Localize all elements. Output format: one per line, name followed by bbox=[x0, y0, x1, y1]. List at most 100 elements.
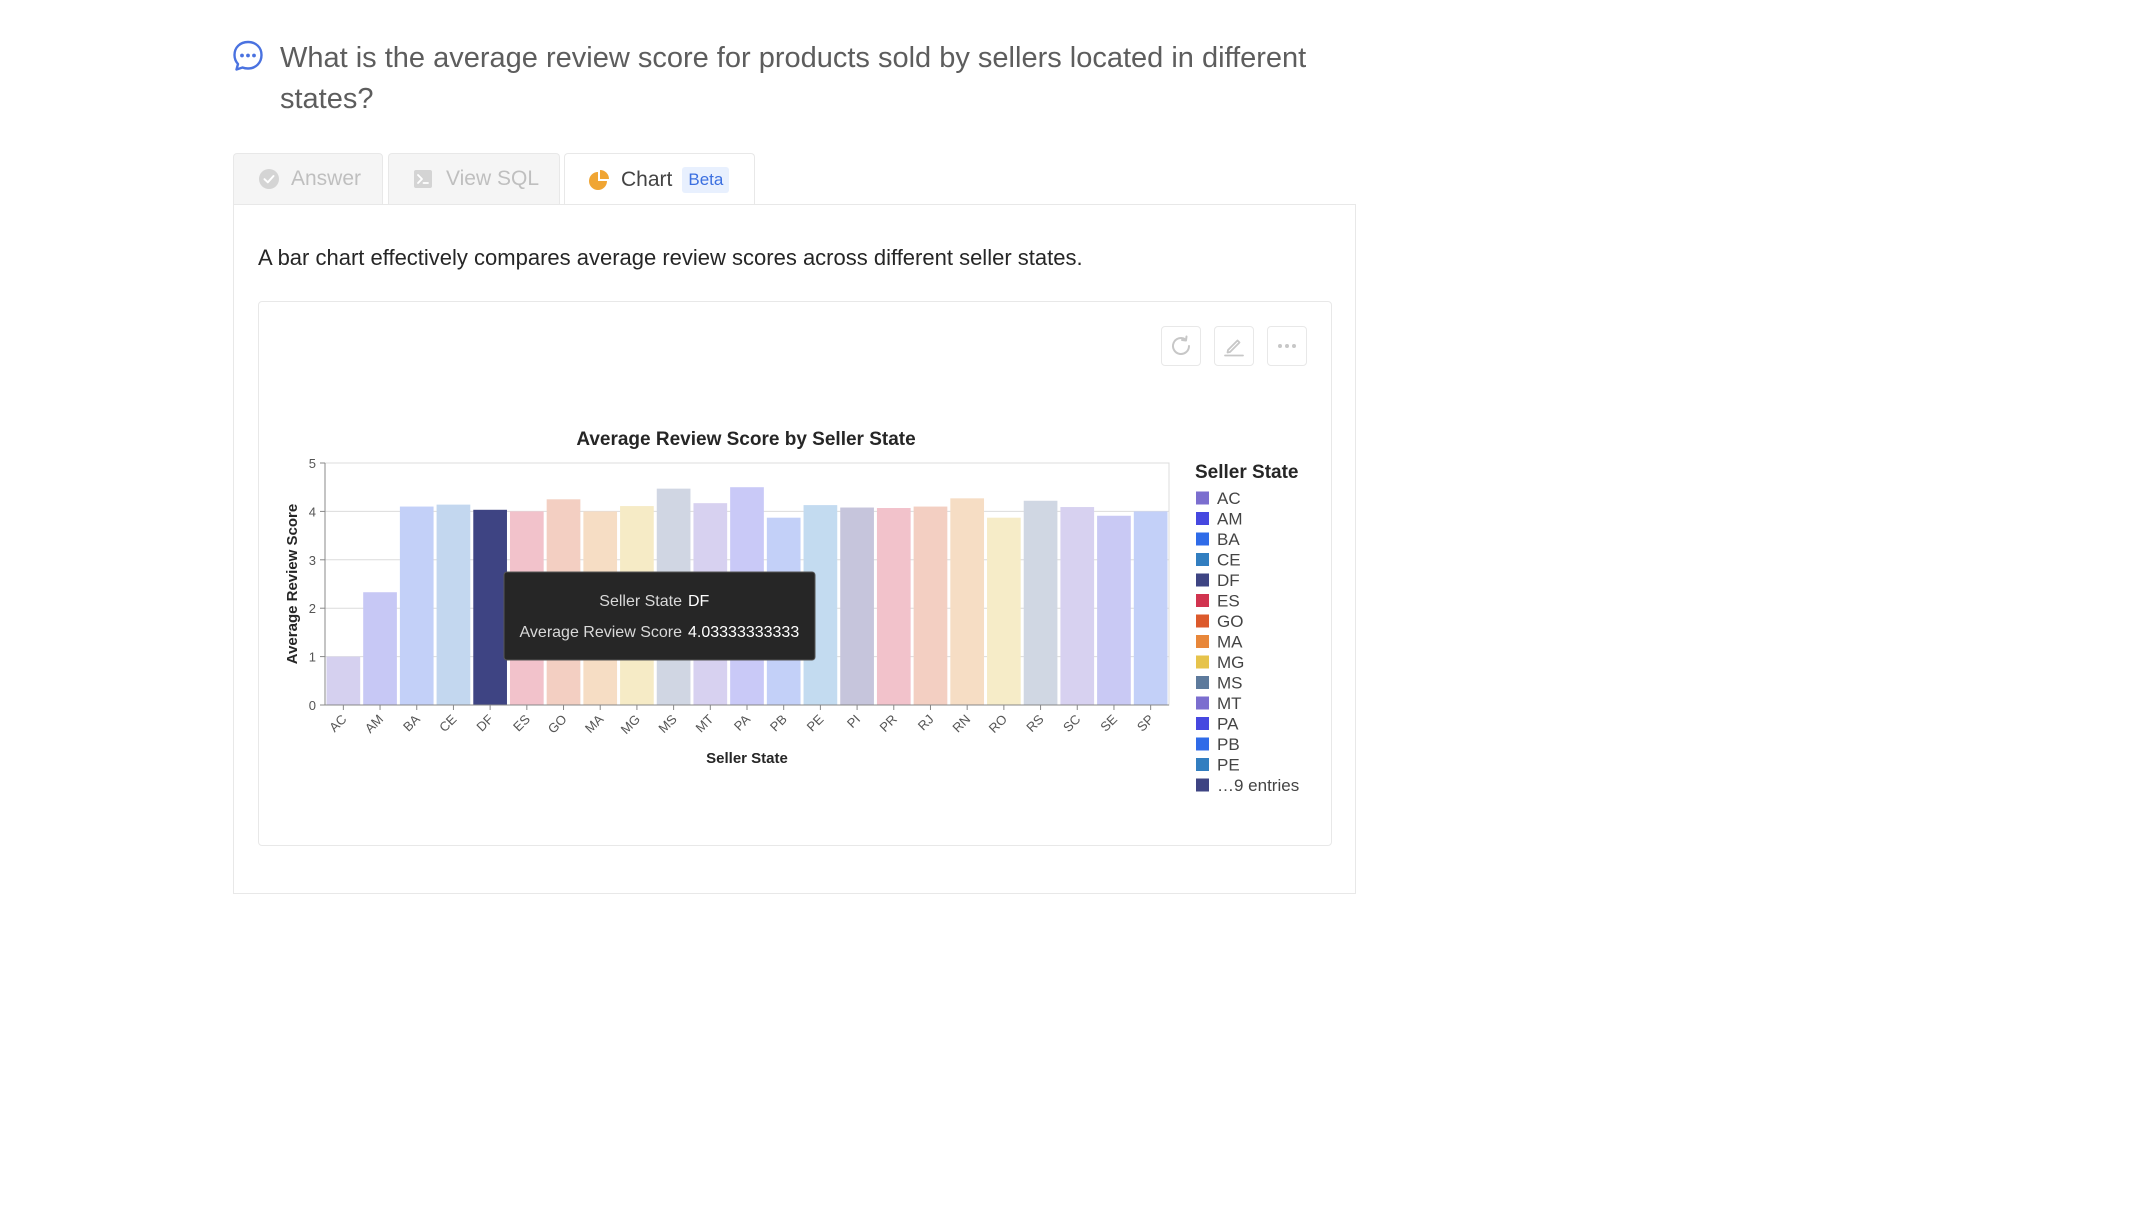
legend-swatch bbox=[1196, 594, 1209, 607]
x-tick-label: SE bbox=[1097, 711, 1120, 734]
bar-pi bbox=[840, 507, 874, 705]
chat-icon bbox=[233, 40, 263, 71]
legend-label: AM bbox=[1217, 510, 1243, 529]
edit-button[interactable] bbox=[1214, 326, 1254, 366]
y-tick-label: 2 bbox=[309, 601, 316, 616]
tab-view-sql[interactable]: View SQL bbox=[388, 153, 560, 204]
legend-label: PB bbox=[1217, 735, 1240, 754]
legend-label: BA bbox=[1217, 530, 1240, 549]
bar-rj bbox=[913, 506, 948, 705]
legend-label: MA bbox=[1217, 633, 1243, 652]
edit-icon bbox=[1224, 339, 1244, 357]
legend-swatch bbox=[1196, 758, 1209, 771]
more-icon bbox=[1278, 344, 1296, 348]
bar-ro bbox=[987, 517, 1021, 705]
x-tick-label: DF bbox=[473, 711, 496, 734]
x-tick-label: ES bbox=[510, 711, 533, 734]
legend-swatch bbox=[1196, 532, 1209, 546]
tooltip-key: Average Review Score bbox=[520, 624, 683, 641]
x-tick-label: SC bbox=[1060, 712, 1083, 735]
question-text: What is the average review score for pro… bbox=[280, 42, 1307, 115]
x-tick-label: PA bbox=[731, 711, 753, 733]
y-tick-label: 3 bbox=[309, 553, 316, 568]
bar-am bbox=[363, 592, 397, 705]
legend-swatch bbox=[1196, 696, 1209, 710]
x-tick-label: AC bbox=[326, 712, 349, 735]
y-axis-title: Average Review Score bbox=[284, 504, 301, 664]
legend-label: MT bbox=[1217, 694, 1242, 713]
x-tick-label: PE bbox=[804, 711, 827, 734]
legend-swatch bbox=[1196, 635, 1209, 648]
tab-answer-label: Answer bbox=[291, 167, 362, 190]
chart-title: Average Review Score by Seller State bbox=[576, 429, 915, 450]
tooltip-box bbox=[503, 571, 816, 661]
bar-chart: Average Review Score by Seller State 0 1 2… bbox=[284, 429, 1299, 795]
x-tick-label: RN bbox=[949, 712, 973, 736]
legend-swatch bbox=[1196, 512, 1209, 525]
more-button[interactable] bbox=[1267, 326, 1307, 366]
x-tick-label: GO bbox=[545, 712, 570, 737]
y-tick-label: 1 bbox=[309, 650, 316, 665]
legend-label: ES bbox=[1217, 592, 1240, 611]
legend-label: AC bbox=[1217, 489, 1241, 508]
x-tick-label: SP bbox=[1134, 712, 1157, 735]
legend-title: Seller State bbox=[1195, 462, 1299, 483]
bar-se bbox=[1097, 515, 1131, 705]
x-tick-label: RO bbox=[986, 712, 1010, 736]
tooltip-value: 4.03333333333 bbox=[688, 624, 799, 641]
legend-label: DF bbox=[1217, 571, 1240, 590]
legend-swatch bbox=[1196, 553, 1209, 566]
beta-badge: Beta bbox=[682, 167, 730, 193]
refresh-icon bbox=[1172, 335, 1190, 355]
legend-swatch bbox=[1196, 717, 1209, 730]
legend-swatch bbox=[1196, 573, 1209, 587]
bar-ac bbox=[326, 656, 361, 705]
tooltip-value: DF bbox=[688, 593, 710, 610]
bar-ce bbox=[436, 504, 471, 705]
chart-panel: A bar chart effectively compares average… bbox=[233, 204, 1356, 894]
x-tick-label: RS bbox=[1023, 711, 1047, 735]
y-tick-label: 0 bbox=[309, 698, 316, 713]
legend-swatch bbox=[1196, 614, 1209, 628]
pie-chart-icon bbox=[589, 170, 609, 190]
refresh-button[interactable] bbox=[1161, 326, 1201, 366]
check-circle-icon bbox=[259, 169, 279, 189]
legend-label: …9 entries bbox=[1217, 776, 1299, 795]
x-tick-label: PI bbox=[844, 712, 863, 731]
bar-rn bbox=[950, 498, 985, 705]
legend-label: CE bbox=[1217, 551, 1241, 570]
chart-description: A bar chart effectively compares average… bbox=[258, 245, 1083, 270]
legend-label: MG bbox=[1217, 653, 1244, 672]
legend-label: GO bbox=[1217, 612, 1243, 631]
legend-swatch bbox=[1196, 778, 1209, 792]
x-tick-label: MA bbox=[582, 711, 607, 736]
bar-sc bbox=[1060, 507, 1095, 705]
bar-pr bbox=[876, 508, 911, 705]
x-tick-label: MS bbox=[655, 711, 680, 736]
legend-label: PE bbox=[1217, 756, 1240, 775]
bar-ba bbox=[399, 506, 434, 705]
x-tick-label: MT bbox=[693, 711, 717, 735]
x-tick-label: PB bbox=[767, 712, 790, 735]
x-tick-label: BA bbox=[400, 711, 423, 734]
legend-swatch bbox=[1196, 491, 1209, 505]
tab-view-sql-label: View SQL bbox=[446, 167, 539, 190]
legend-swatch bbox=[1196, 655, 1209, 669]
legend-label: PA bbox=[1217, 715, 1239, 734]
x-tick-label: MG bbox=[618, 712, 643, 737]
tab-answer[interactable]: Answer bbox=[233, 153, 383, 204]
bar-df bbox=[473, 509, 507, 705]
legend-label: MS bbox=[1217, 674, 1243, 693]
tooltip: Seller State DF Average Review Score 4.0333… bbox=[503, 571, 816, 661]
legend-swatch bbox=[1196, 737, 1209, 751]
x-tick-label: CE bbox=[436, 711, 460, 735]
bars bbox=[326, 487, 1168, 705]
bar-sp bbox=[1133, 511, 1168, 705]
tab-chart[interactable]: Chart Beta bbox=[564, 153, 755, 206]
x-tick-label: AM bbox=[362, 712, 386, 736]
bar-rs bbox=[1023, 500, 1058, 705]
y-tick-label: 4 bbox=[309, 504, 316, 519]
chart-card: Average Review Score by Seller State 0 1 2… bbox=[258, 301, 1332, 846]
y-tick-label: 5 bbox=[309, 456, 316, 471]
